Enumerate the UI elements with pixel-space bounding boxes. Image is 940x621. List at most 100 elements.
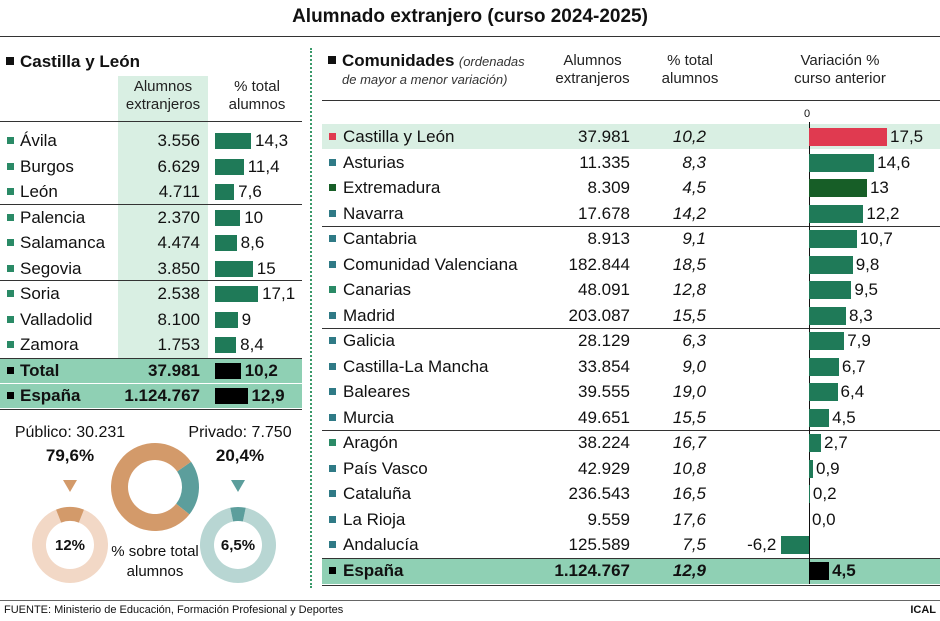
row-name: España xyxy=(343,560,404,580)
row-marker-icon xyxy=(329,566,336,574)
row-pct: 15,5 xyxy=(672,407,706,427)
table-row: Segovia 3.850 15 xyxy=(0,256,305,281)
header-line: Alumnos xyxy=(563,52,622,69)
row-pct: 10,8 xyxy=(672,458,706,478)
privado-pct-total: 6,5% xyxy=(220,537,256,554)
privado-share: 20,4% xyxy=(215,446,265,465)
pct-bar xyxy=(215,286,259,302)
row-marker-icon xyxy=(7,162,14,170)
variation-bar xyxy=(809,332,845,350)
donut-publico-slice xyxy=(56,507,84,523)
table-row: Galicia 28.129 6,3 7,9 xyxy=(322,328,940,353)
row-name: Comunidad Valenciana xyxy=(343,254,518,274)
variation-label: 6,7 xyxy=(841,356,866,376)
right-heading-text: Comunidades xyxy=(342,51,455,70)
variation-bar xyxy=(809,128,888,146)
table-row: Baleares 39.555 19,0 6,4 xyxy=(322,379,940,404)
row-name: Total xyxy=(20,360,60,380)
variation-bar xyxy=(809,485,810,503)
pct-bar xyxy=(215,235,237,251)
publico-share: 79,6% xyxy=(45,446,95,465)
row-name: Andalucía xyxy=(343,535,419,554)
row-name: León xyxy=(20,182,58,201)
right-heading: Comunidades (ordenadas de mayor a menor … xyxy=(328,52,525,89)
row-name: Cataluña xyxy=(343,484,412,503)
footer-rule xyxy=(0,600,940,601)
row-pct: 16,5 xyxy=(672,484,706,503)
donut-slice-publico xyxy=(110,443,192,531)
row-name: Extremadura xyxy=(343,178,441,197)
header-line: extranjeros xyxy=(555,70,630,87)
header-line: alumnos xyxy=(228,96,286,113)
row-name: Canarias xyxy=(343,280,412,299)
row-marker-icon xyxy=(329,311,336,319)
rule xyxy=(0,409,302,410)
variation-label: 17,5 xyxy=(890,127,924,146)
row-pct: 15,5 xyxy=(672,305,706,325)
table-row: León 4.711 7,6 xyxy=(0,179,305,204)
variation-bar xyxy=(809,230,857,248)
row-name: Salamanca xyxy=(20,233,106,252)
row-name: Soria xyxy=(20,284,60,303)
privado-label: Privado: 7.750 xyxy=(188,424,292,441)
row-students: 39.555 xyxy=(578,382,630,401)
row-name: Segovia xyxy=(20,258,82,278)
table-row: La Rioja 9.559 17,6 0,0 xyxy=(322,507,940,532)
row-pct: 12,8 xyxy=(672,280,706,299)
row-pct: 9,1 xyxy=(682,229,706,248)
table-row: Cataluña 236.543 16,5 0,2 xyxy=(322,481,940,506)
pct-label: 10,2 xyxy=(244,360,278,380)
header-line: Variación % xyxy=(800,52,880,69)
rule xyxy=(0,204,302,205)
bullet-icon xyxy=(328,56,336,64)
total-row: España 1.124.767 12,9 xyxy=(0,383,305,408)
right-col-pct-header: % total alumnos xyxy=(645,52,735,88)
row-marker-icon xyxy=(329,337,336,344)
row-students: 236.543 xyxy=(568,484,630,503)
variation-bar xyxy=(809,255,853,274)
row-pct: 10,2 xyxy=(672,127,706,146)
row-students: 3.850 xyxy=(157,258,200,278)
row-students: 1.124.767 xyxy=(124,386,200,405)
row-students: 1.124.767 xyxy=(554,560,630,580)
pct-label: 8,6 xyxy=(240,233,265,252)
row-name: Palencia xyxy=(20,207,86,227)
table-row: Extremadura 8.309 4,5 13 xyxy=(322,175,940,200)
left-col-pct-header: % total alumnos xyxy=(212,78,302,114)
table-row: Asturias 11.335 8,3 14,6 xyxy=(322,150,940,175)
row-pct: 19,0 xyxy=(672,382,706,401)
caption-line: alumnos xyxy=(126,563,184,580)
rule xyxy=(322,100,940,101)
row-students: 42.929 xyxy=(578,458,630,478)
right-col-students-header: Alumnos extranjeros xyxy=(545,52,640,88)
pct-label: 17,1 xyxy=(262,284,296,303)
variation-bar xyxy=(809,561,830,580)
variation-bar xyxy=(809,306,847,325)
row-students: 4.711 xyxy=(158,182,200,201)
variation-bar xyxy=(809,281,852,299)
table-row: Murcia 49.651 15,5 4,5 xyxy=(322,405,940,430)
pct-label: 14,3 xyxy=(255,131,289,150)
table-row: Madrid 203.087 15,5 8,3 xyxy=(322,303,940,328)
variation-label: 9,8 xyxy=(855,254,880,274)
variation-bar xyxy=(809,204,864,223)
row-pct: 8,3 xyxy=(682,152,706,172)
header-line: % total xyxy=(667,52,713,69)
pct-bar xyxy=(215,311,238,328)
row-marker-icon xyxy=(329,184,336,191)
row-students: 6.629 xyxy=(157,156,200,176)
total-row: Total 37.981 10,2 xyxy=(0,358,305,383)
rule xyxy=(322,226,940,227)
row-marker-icon xyxy=(329,286,336,293)
donut-privado-rest xyxy=(199,507,276,583)
row-name: Valladolid xyxy=(20,309,93,329)
row-pct: 16,7 xyxy=(672,433,706,452)
row-students: 37.981 xyxy=(578,127,630,146)
row-students: 9.559 xyxy=(587,509,630,529)
variation-label: 8,3 xyxy=(849,305,873,325)
panel-divider xyxy=(310,48,312,588)
pct-bar xyxy=(215,209,241,226)
table-row: Castilla y León 37.981 10,2 17,5 xyxy=(322,124,940,149)
total-row: España 1.124.767 12,9 4,5 xyxy=(322,558,940,583)
row-marker-icon xyxy=(329,464,336,472)
